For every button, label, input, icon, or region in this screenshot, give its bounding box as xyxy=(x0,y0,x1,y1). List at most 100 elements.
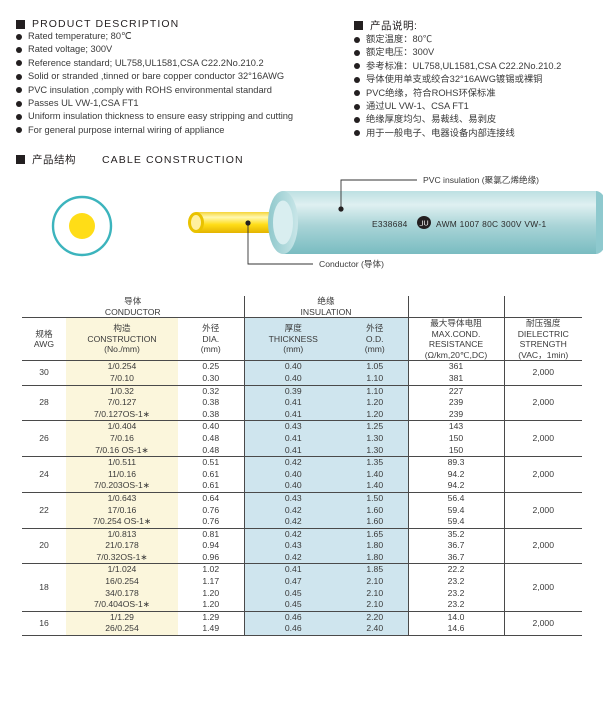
row-thickness: 0.46 0.46 xyxy=(243,611,342,637)
group-header-insulation: 绝缘 INSULATION xyxy=(243,296,408,318)
insulation-leader-line xyxy=(340,179,417,209)
bullet-square-icon xyxy=(16,19,25,29)
bullet-dot-icon xyxy=(354,103,360,110)
col-header-dielectric-en: DIELECTRIC STRENGTH xyxy=(517,328,569,350)
cable-construction-heading-cn: 产品结构 xyxy=(32,154,76,166)
description-item-text: PVC insulation ,comply with ROHS environ… xyxy=(28,84,272,95)
group-header-conductor-en: CONDUCTOR xyxy=(104,306,161,317)
bullet-dot-icon xyxy=(16,73,22,80)
col-header-dielectric: 耐压强度 DIELECTRIC STRENGTH (VAC，1min) xyxy=(503,316,582,362)
row-construction: 1/0.32 7/0.127 7/0.127OS-1∗ xyxy=(66,385,178,422)
description-item-text: Reference standard; UL758,UL1581,CSA C22… xyxy=(28,57,264,68)
description-cn-item-6: 绝缘厚度均匀、易裁线、易剥皮 xyxy=(354,113,599,126)
description-item-text: For general purpose internal wiring of a… xyxy=(28,124,225,135)
row-construction: 1/1.024 16/0.254 34/0.178 7/0.404OS-1∗ xyxy=(66,563,178,612)
description-cn-item-text: 额定电压：300V xyxy=(366,47,435,58)
row-od: 1.65 1.80 1.80 xyxy=(342,528,408,565)
group-header-spacer-dielectric xyxy=(503,296,582,318)
description-item-0: Rated temperature; 80℃ xyxy=(16,30,346,43)
bullet-dot-icon xyxy=(354,63,360,70)
conductor-label: Conductor (导体) xyxy=(319,258,384,269)
row-thickness: 0.43 0.41 0.41 xyxy=(243,420,342,458)
description-item-text: Solid or stranded ,tinned or bare copper… xyxy=(28,71,285,82)
col-header-dia-unit: (mm) xyxy=(200,344,221,355)
col-header-od-unit: (mm) xyxy=(364,344,385,355)
row-awg: 26 xyxy=(22,420,66,458)
product-description-cn-list: 额定温度：80℃ 额定电压：300V 参考标准：UL758,UL1581,CSA C… xyxy=(354,33,599,140)
description-cn-item-2: 参考标准：UL758,UL1581,CSA C22.2No.210.2 xyxy=(354,60,599,73)
row-dia: 1.02 1.17 1.20 1.20 xyxy=(178,563,244,612)
col-header-od-en: O.D. xyxy=(365,333,384,344)
row-dia: 0.25 0.30 xyxy=(178,360,244,386)
bullet-square-icon xyxy=(354,21,363,30)
row-awg: 24 xyxy=(22,456,66,493)
cable-print: E338684 UL AWM 1007 80C 300V VW-1 xyxy=(372,216,546,229)
description-item-text: Rated temperature; 80℃ xyxy=(28,31,132,41)
row-od: 1.85 2.10 2.10 2.10 xyxy=(342,563,408,612)
row-thickness: 0.43 0.42 0.42 xyxy=(243,492,342,529)
row-construction: 1/1.29 26/0.254 xyxy=(66,611,178,637)
group-header-conductor: 导体 CONDUCTOR xyxy=(22,296,244,318)
row-dielectric: 2,000 xyxy=(503,456,582,493)
row-thickness: 0.41 0.47 0.45 0.45 xyxy=(243,563,342,612)
table-column-header-row: 规格 AWG 构造 CONSTRUCTION (No./mm) 外径 DIA. … xyxy=(22,316,582,362)
col-header-construction-unit: (No./mm) xyxy=(104,344,140,355)
col-header-dia-en: DIA. xyxy=(202,333,220,344)
col-header-dielectric-cn: 耐压强度 xyxy=(526,318,561,328)
col-header-awg-cn: 规格 xyxy=(35,328,53,339)
col-header-resistance-unit: (Ω/km,20℃,DC) xyxy=(424,349,488,360)
row-od: 2.20 2.40 xyxy=(342,611,408,637)
col-header-od: 外径 O.D. (mm) xyxy=(342,316,408,362)
description-item-3: Solid or stranded ,tinned or bare copper… xyxy=(16,70,346,83)
row-construction: 1/0.643 17/0.16 7/0.254 OS-1∗ xyxy=(66,492,178,529)
description-cn-item-0: 额定温度：80℃ xyxy=(354,33,599,46)
table-row: 20 1/0.813 21/0.178 7/0.32OS-1∗ 0.81 0.94 … xyxy=(22,528,582,565)
bullet-dot-icon xyxy=(354,117,360,124)
row-dia: 0.40 0.48 0.48 xyxy=(178,420,244,458)
row-awg: 28 xyxy=(22,385,66,422)
svg-text:AWM 1007 80C 300V VW-1: AWM 1007 80C 300V VW-1 xyxy=(436,219,546,229)
col-header-construction-cn: 构造 xyxy=(113,323,131,334)
conductor-leader-dot xyxy=(245,220,251,226)
insulation-leader-dot xyxy=(338,206,344,212)
group-header-spacer-resistance xyxy=(407,296,504,318)
bullet-dot-icon xyxy=(16,47,22,53)
row-dielectric: 2,000 xyxy=(503,563,582,612)
row-resistance: 227 239 239 xyxy=(407,385,504,422)
row-dia: 0.51 0.61 0.61 xyxy=(178,456,244,493)
table-row: 18 1/1.024 16/0.254 34/0.178 7/0.404OS-1∗… xyxy=(22,563,582,612)
description-item-5: Passes UL VW-1,CSA FT1 xyxy=(16,97,346,110)
col-header-resistance-cn: 最大导体电阻 xyxy=(430,318,482,328)
conductor-leader-line xyxy=(247,223,313,265)
row-thickness: 0.42 0.43 0.42 xyxy=(243,528,342,565)
col-header-dia-cn: 外径 xyxy=(202,323,220,334)
product-description-heading-label: PRODUCT DESCRIPTION xyxy=(32,18,180,30)
bullet-dot-icon xyxy=(16,127,22,134)
row-awg: 30 xyxy=(22,360,66,386)
description-cn-item-7: 用于一般电子、电器设备内部连接线 xyxy=(354,127,599,140)
description-cn-item-text: 参考标准：UL758,UL1581,CSA C22.2No.210.2 xyxy=(366,60,562,71)
group-header-insulation-cn: 绝缘 xyxy=(317,296,335,306)
row-resistance: 361 381 xyxy=(407,360,504,386)
col-header-dia: 外径 DIA. (mm) xyxy=(178,316,244,362)
bullet-dot-icon xyxy=(354,76,360,83)
product-description-section: PRODUCT DESCRIPTION Rated temperature; 8… xyxy=(16,18,346,137)
insulation-label: PVC insulation (聚氯乙烯绝缘) xyxy=(423,174,539,185)
description-cn-item-5: 通过UL VW-1、CSA FT1 xyxy=(354,100,599,113)
description-item-text: Passes UL VW-1,CSA FT1 xyxy=(28,98,139,109)
col-header-awg-en: AWG xyxy=(33,339,55,350)
product-description-cn-heading-label: 产品说明: xyxy=(370,20,418,32)
row-dielectric: 2,000 xyxy=(503,420,582,458)
row-od: 1.10 1.20 1.20 xyxy=(342,385,408,422)
row-od: 1.50 1.60 1.60 xyxy=(342,492,408,529)
row-construction: 1/0.511 11/0.16 7/0.203OS-1∗ xyxy=(66,456,178,493)
col-header-thickness-cn: 厚度 xyxy=(284,323,302,334)
cable-construction-heading: 产品结构 CABLE CONSTRUCTION xyxy=(16,152,244,167)
row-awg: 18 xyxy=(22,563,66,612)
row-resistance: 35.2 36.7 36.7 xyxy=(407,528,504,565)
group-header-conductor-cn: 导体 xyxy=(124,296,142,306)
description-cn-item-text: PVC绝缘，符合ROHS环保标准 xyxy=(366,87,496,98)
description-item-text: Uniform insulation thickness to ensure e… xyxy=(28,111,294,122)
table-row: 28 1/0.32 7/0.127 7/0.127OS-1∗ 0.32 0.38 0… xyxy=(22,385,582,422)
row-od: 1.35 1.40 1.40 xyxy=(342,456,408,493)
